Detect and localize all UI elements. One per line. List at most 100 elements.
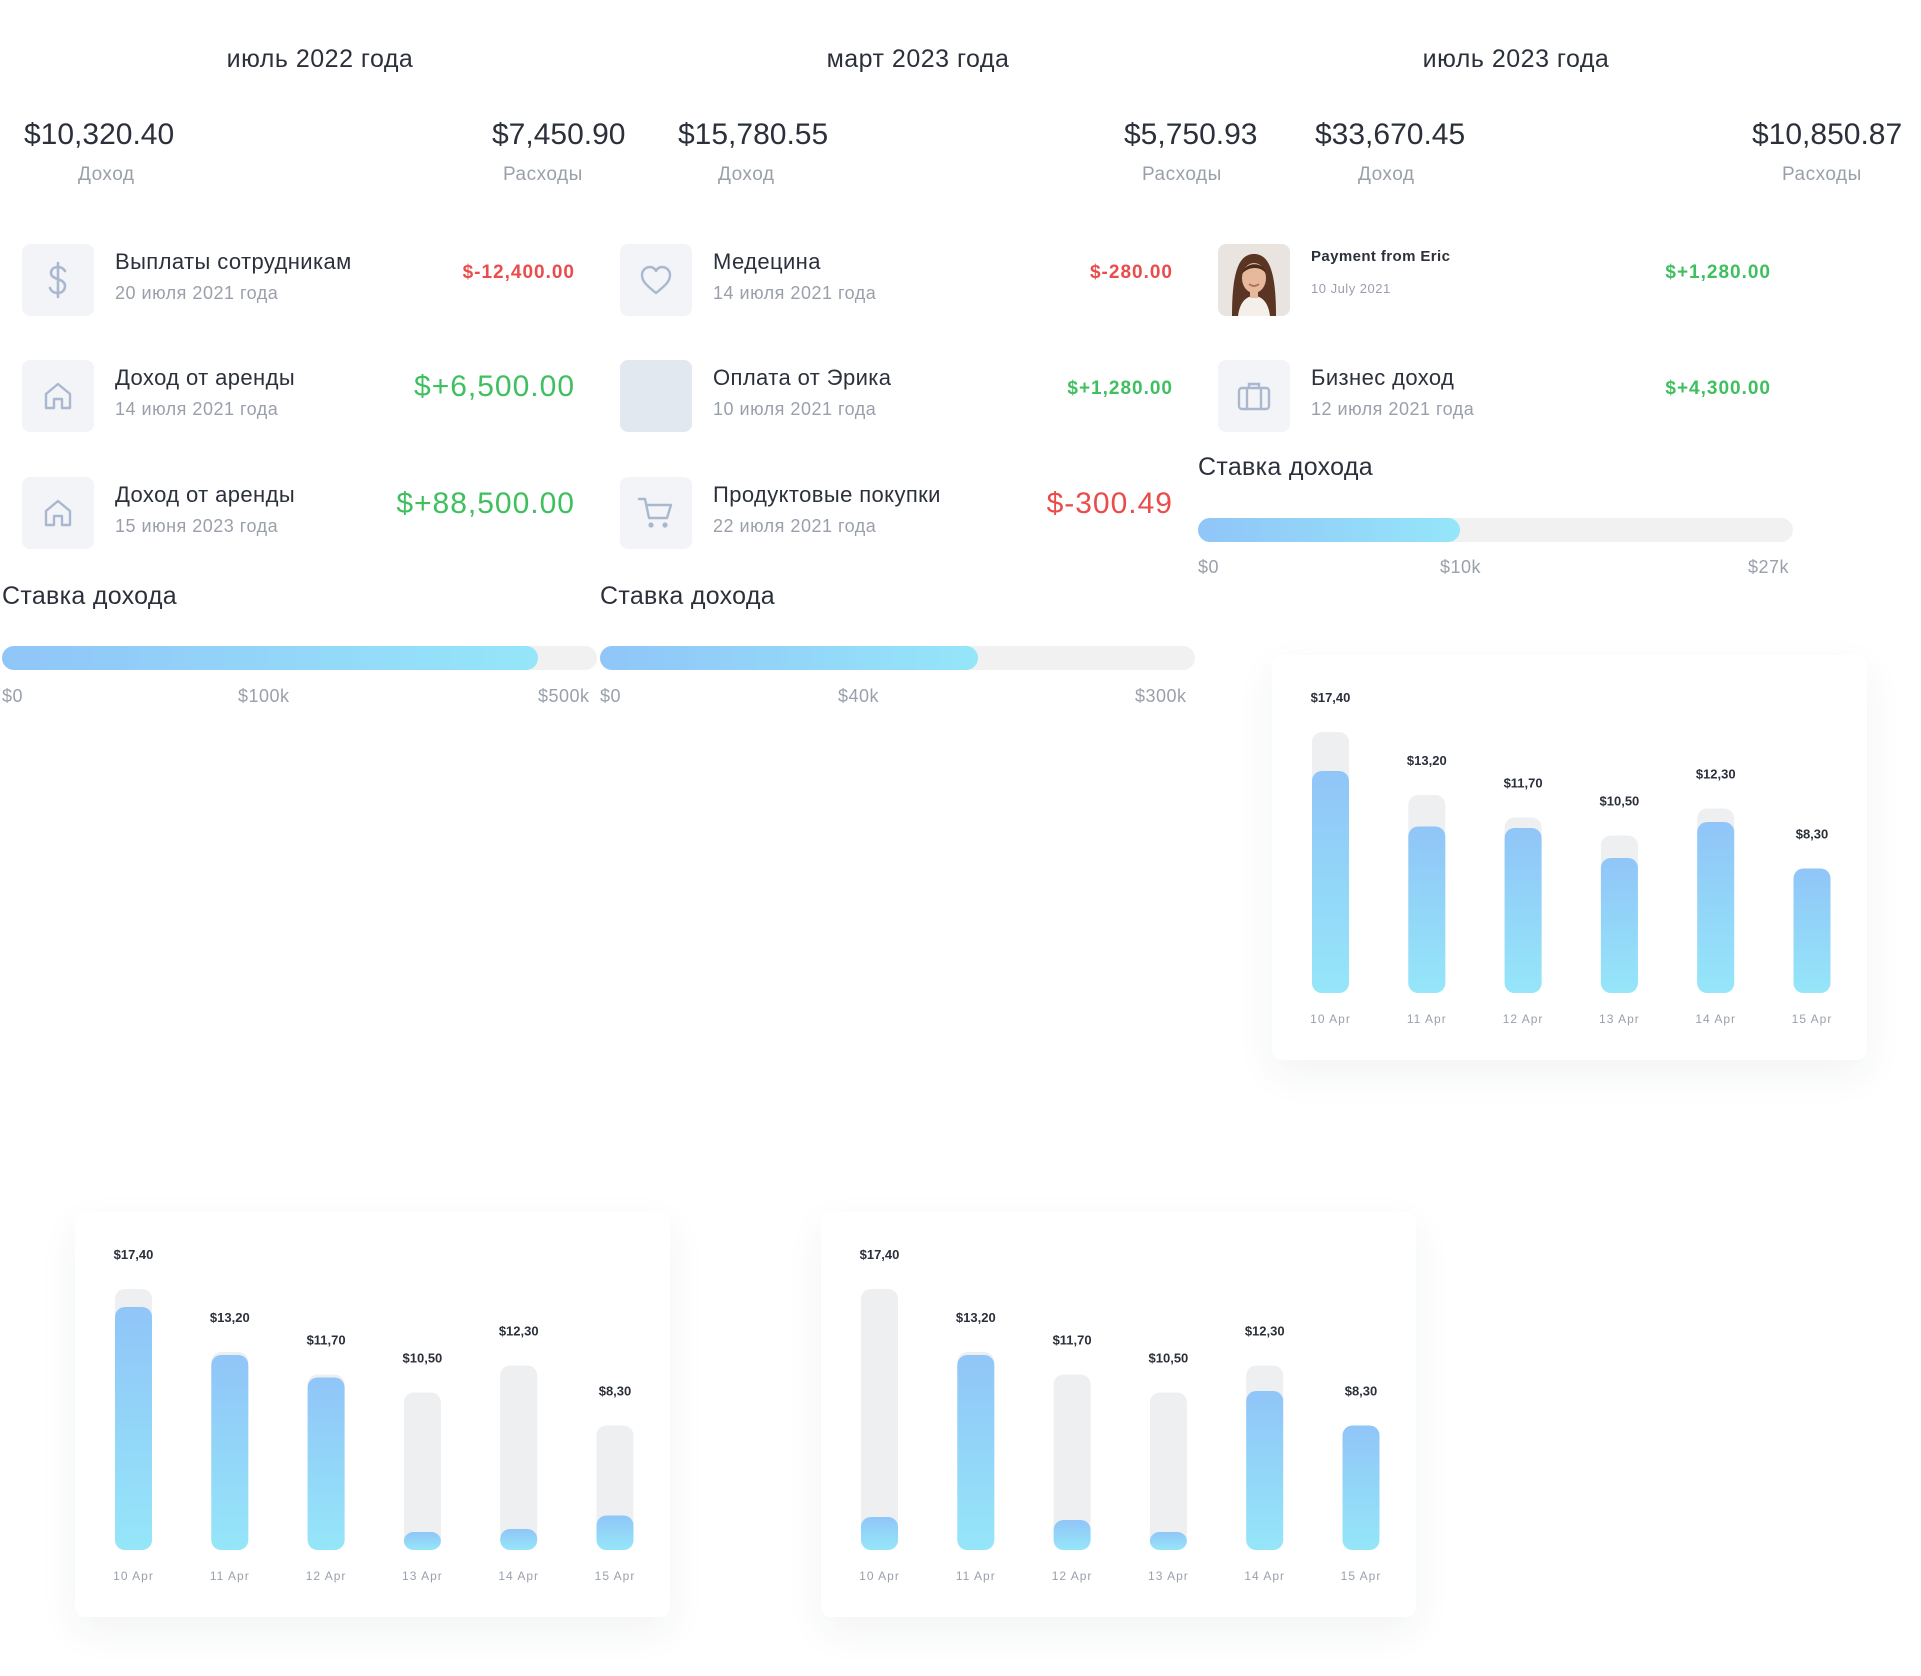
bar[interactable] <box>403 1532 441 1550</box>
panel-title: июль 2023 года <box>1422 45 1610 73</box>
transaction-title: Оплата от Эрика <box>713 365 892 390</box>
transaction-amount: $+6,500.00 <box>414 370 575 403</box>
bar[interactable] <box>861 1517 898 1550</box>
x-tick-label: 11 Apr <box>956 1569 996 1583</box>
x-tick-label: 12 Apr <box>1052 1569 1093 1583</box>
bar[interactable] <box>1408 826 1446 994</box>
briefcase-icon <box>1218 360 1290 432</box>
x-tick-label: 13 Apr <box>402 1569 443 1583</box>
expenses-label: Расходы <box>1142 164 1222 185</box>
x-tick-label: 15 Apr <box>1792 1012 1833 1026</box>
rate-title: Ставка дохода <box>1198 453 1373 481</box>
x-tick-label: 14 Apr <box>498 1569 539 1583</box>
transaction-date: 10 July 2021 <box>1311 281 1391 296</box>
bar[interactable] <box>1600 858 1638 993</box>
transaction-title: Выплаты сотрудникам <box>115 249 352 274</box>
bar-value-label: $13,20 <box>956 1310 996 1325</box>
rate-tick: $0 <box>600 686 622 706</box>
bar-value-label: $17,40 <box>860 1247 900 1262</box>
income-rate-bar <box>600 646 1195 670</box>
heart-icon <box>620 244 692 316</box>
transaction-row[interactable]: Доход от аренды 15 июня 2023 года $+88,5… <box>0 477 600 567</box>
bar[interactable] <box>1793 868 1831 994</box>
income-rate-fill <box>2 646 538 670</box>
transaction-title: Бизнес доход <box>1311 365 1455 390</box>
bar-value-label: $17,40 <box>1311 690 1351 705</box>
rate-tick: $100k <box>238 686 290 706</box>
x-tick-label: 10 Apr <box>859 1569 900 1583</box>
bar[interactable] <box>1697 822 1735 993</box>
income-rate-bar <box>2 646 597 670</box>
transaction-amount: $+1,280.00 <box>1665 262 1771 283</box>
bar-chart-card-3: $17,40 10 Apr $13,20 11 Apr $11,70 12 Apr $10,… <box>821 1212 1416 1617</box>
transaction-row[interactable]: Payment from Eric 10 July 2021 $+1,280.0… <box>1196 244 1796 334</box>
expenses-value: $5,750.93 <box>1124 118 1258 151</box>
income-label: Доход <box>1358 164 1415 185</box>
income-label: Доход <box>718 164 775 185</box>
bar-value-label: $11,70 <box>1053 1333 1092 1348</box>
rate-tick: $300k <box>1135 686 1187 706</box>
expenses-value: $10,850.87 <box>1752 118 1903 151</box>
transaction-date: 14 июля 2021 года <box>713 283 877 303</box>
rate-tick: $500k <box>538 686 590 706</box>
bar-value-label: $11,70 <box>307 1333 346 1348</box>
bar-value-label: $8,30 <box>599 1384 632 1399</box>
bar-value-label: $13,20 <box>210 1310 250 1325</box>
bar-track <box>1149 1392 1187 1550</box>
bar[interactable] <box>1246 1391 1284 1550</box>
x-tick-label: 12 Apr <box>1503 1012 1544 1026</box>
bar[interactable] <box>115 1307 152 1550</box>
transaction-row[interactable]: Продуктовые покупки 22 июля 2021 года $-… <box>598 477 1198 567</box>
bar-value-label: $8,30 <box>1796 827 1829 842</box>
bar-value-label: $8,30 <box>1345 1384 1378 1399</box>
income-value: $33,670.45 <box>1315 118 1466 151</box>
rate-tick: $10k <box>1440 557 1482 577</box>
transaction-row[interactable]: Оплата от Эрика 10 июля 2021 года $+1,28… <box>598 360 1198 450</box>
x-tick-label: 11 Apr <box>1407 1012 1447 1026</box>
income-value: $10,320.40 <box>24 118 175 151</box>
transaction-title: Медецина <box>713 249 821 274</box>
bar-value-label: $12,30 <box>499 1324 539 1339</box>
bar-value-label: $10,50 <box>403 1351 443 1366</box>
panel-title: июль 2022 года <box>226 45 414 73</box>
bar-value-label: $10,50 <box>1600 794 1640 809</box>
x-tick-label: 12 Apr <box>306 1569 347 1583</box>
bar-chart: $17,40 10 Apr $13,20 11 Apr $11,70 12 Apr $10,… <box>113 1247 634 1583</box>
transaction-amount: $-300.49 <box>1046 487 1173 520</box>
bar[interactable] <box>307 1377 345 1551</box>
bar[interactable] <box>1149 1532 1187 1550</box>
bar-track <box>500 1365 538 1550</box>
transaction-date: 12 июля 2021 года <box>1311 399 1475 419</box>
transaction-row[interactable]: Медецина 14 июля 2021 года $-280.00 <box>598 244 1198 334</box>
transaction-row[interactable]: Бизнес доход 12 июля 2021 года $+4,300.0… <box>1196 360 1796 450</box>
expenses-label: Расходы <box>1782 164 1862 185</box>
bar[interactable] <box>1312 771 1349 993</box>
bar[interactable] <box>1053 1520 1091 1550</box>
transaction-amount: $+88,500.00 <box>396 487 575 520</box>
transaction-row[interactable]: Выплаты сотрудникам 20 июля 2021 года $-… <box>0 244 600 334</box>
period-panel-3: июль 2023 года $33,670.45 Доход $10,850.… <box>1196 0 1902 760</box>
period-panel-1: июль 2022 года $10,320.40 Доход $7,450.9… <box>0 0 640 760</box>
transaction-amount: $-12,400.00 <box>462 262 575 283</box>
bar-track <box>861 1289 898 1550</box>
rate-title: Ставка дохода <box>2 582 177 610</box>
bar-value-label: $12,30 <box>1245 1324 1285 1339</box>
bar[interactable] <box>500 1529 538 1550</box>
bar-chart-card-1: $17,40 10 Apr $13,20 11 Apr $11,70 12 Apr $10,… <box>1272 655 1867 1060</box>
cart-icon <box>620 477 692 549</box>
bar[interactable] <box>1342 1425 1380 1551</box>
x-tick-label: 13 Apr <box>1599 1012 1640 1026</box>
expenses-label: Расходы <box>503 164 583 185</box>
x-tick-label: 11 Apr <box>210 1569 250 1583</box>
expenses-value: $7,450.90 <box>492 118 626 151</box>
transaction-date: 20 июля 2021 года <box>115 283 279 303</box>
x-tick-label: 10 Apr <box>113 1569 154 1583</box>
bar[interactable] <box>1504 828 1542 993</box>
transaction-amount: $+4,300.00 <box>1665 378 1771 399</box>
bar[interactable] <box>211 1355 249 1550</box>
bar[interactable] <box>957 1355 995 1550</box>
transaction-amount: $-280.00 <box>1089 262 1173 283</box>
transaction-row[interactable]: Доход от аренды 14 июля 2021 года $+6,50… <box>0 360 600 450</box>
income-rate-fill <box>1198 518 1460 542</box>
bar[interactable] <box>596 1515 634 1551</box>
